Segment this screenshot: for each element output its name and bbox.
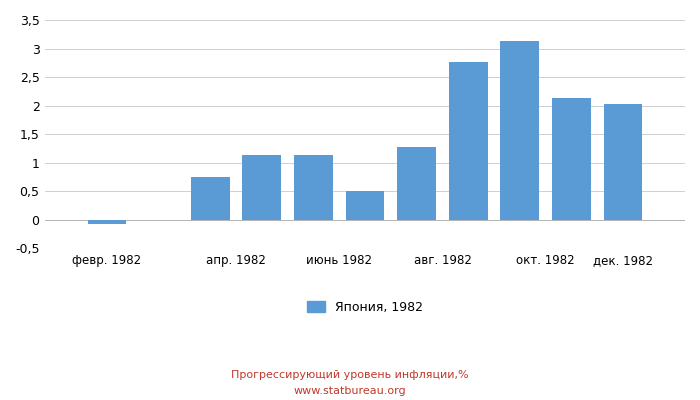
Bar bbox=[603, 104, 643, 220]
Bar bbox=[500, 40, 539, 220]
Bar bbox=[294, 155, 332, 220]
Bar bbox=[191, 177, 230, 220]
Text: www.statbureau.org: www.statbureau.org bbox=[294, 386, 406, 396]
Text: Прогрессирующий уровень инфляции,%: Прогрессирующий уровень инфляции,% bbox=[231, 370, 469, 380]
Bar bbox=[242, 155, 281, 220]
Bar bbox=[449, 62, 488, 220]
Legend: Япония, 1982: Япония, 1982 bbox=[302, 296, 428, 319]
Bar bbox=[552, 98, 591, 220]
Bar bbox=[88, 220, 126, 224]
Bar bbox=[346, 191, 384, 220]
Bar bbox=[398, 147, 436, 220]
